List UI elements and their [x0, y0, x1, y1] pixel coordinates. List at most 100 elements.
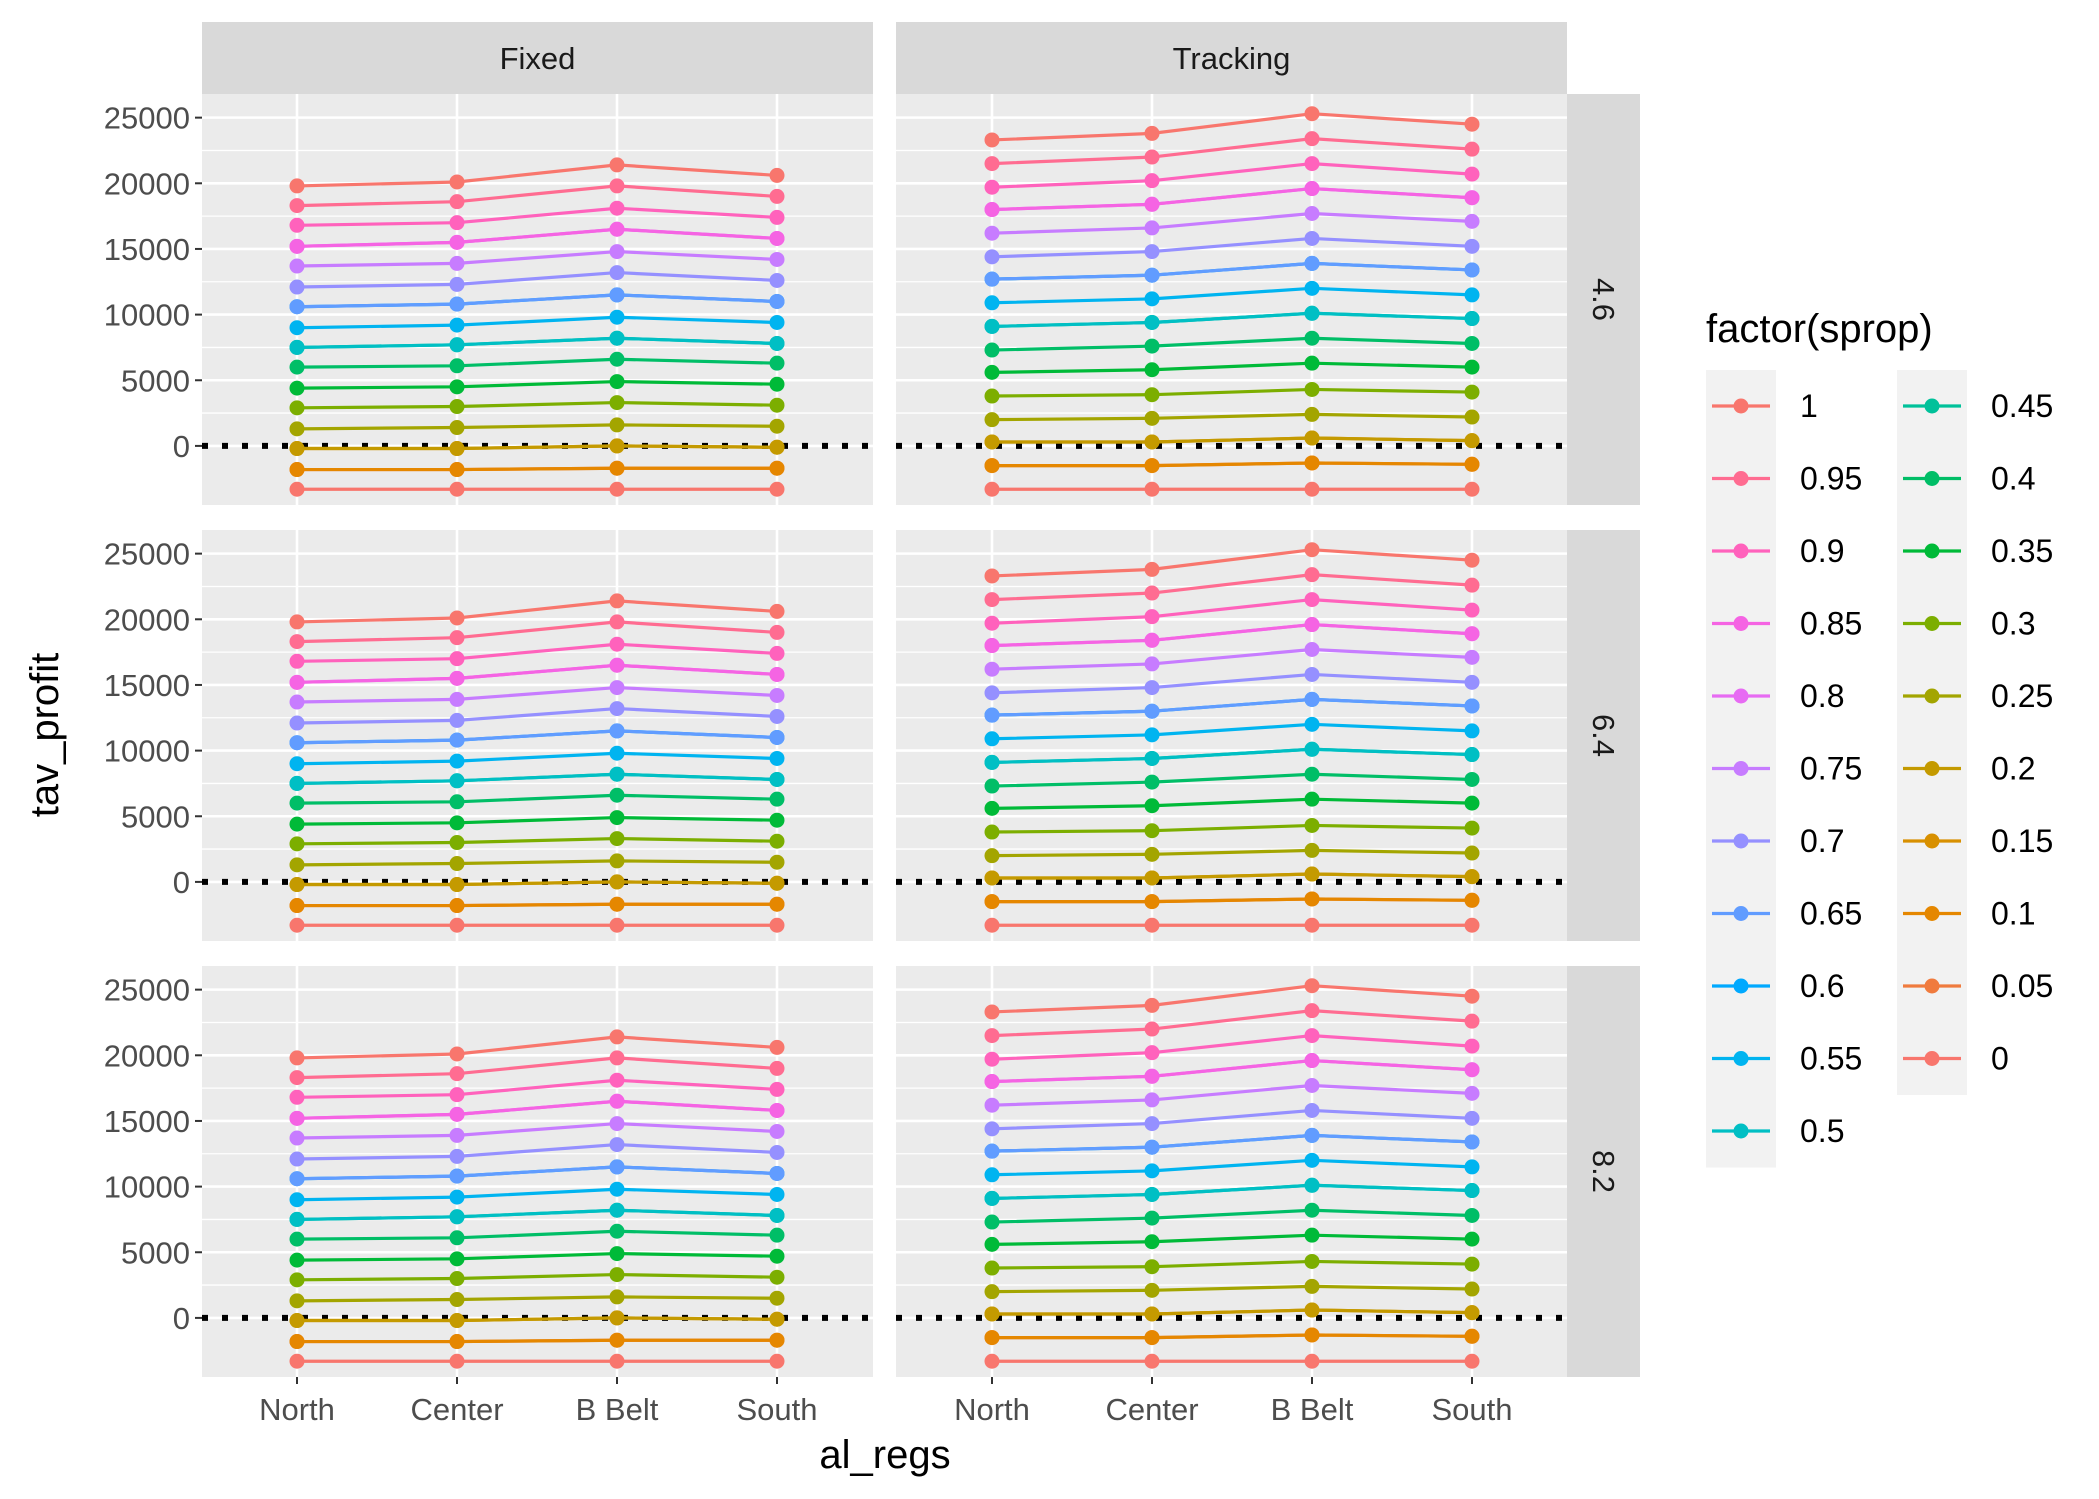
data-point	[449, 296, 465, 312]
data-point	[769, 645, 785, 661]
legend-label: 0.95	[1800, 461, 1862, 497]
legend-label: 0.2	[1991, 751, 2035, 787]
series-line	[991, 1009, 1473, 1038]
data-point	[289, 775, 305, 791]
data-point	[769, 1144, 785, 1160]
data-point	[984, 870, 1000, 886]
data-point	[609, 1072, 625, 1088]
data-point	[1464, 190, 1480, 206]
series-line	[991, 1233, 1473, 1246]
series-line	[296, 270, 778, 289]
data-point	[449, 1106, 465, 1122]
series-line	[296, 1208, 778, 1222]
data-point	[1304, 691, 1320, 707]
legend-key-point	[1733, 1123, 1749, 1139]
data-point	[609, 1029, 625, 1045]
series-line	[296, 1229, 778, 1241]
data-point	[769, 460, 785, 476]
data-point	[289, 320, 305, 336]
data-point	[1144, 680, 1160, 696]
data-point	[769, 230, 785, 246]
legend-key-point	[1733, 833, 1749, 849]
data-point	[289, 1130, 305, 1146]
series-line	[296, 227, 778, 248]
data-point	[1144, 196, 1160, 212]
series-line	[991, 984, 1473, 1014]
data-point	[984, 661, 1000, 677]
data-point	[1304, 567, 1320, 583]
data-point	[1144, 774, 1160, 790]
data-point	[984, 731, 1000, 747]
data-point	[289, 836, 305, 852]
data-point	[1464, 698, 1480, 714]
legend-label: 0.7	[1800, 823, 1844, 859]
data-point	[984, 458, 1000, 474]
legend-key-point	[1733, 471, 1749, 486]
series-line	[296, 772, 778, 786]
data-point	[769, 293, 785, 309]
facet-strip-row-label: 8.2	[1586, 1150, 1621, 1193]
data-point	[289, 1050, 305, 1066]
data-point	[769, 1248, 785, 1264]
data-point	[1144, 632, 1160, 648]
series-line	[991, 1133, 1473, 1153]
data-point	[1304, 305, 1320, 321]
legend-key-point	[1733, 1051, 1749, 1066]
facet-panel	[896, 94, 1567, 505]
data-point	[769, 209, 785, 225]
data-point	[1304, 156, 1320, 172]
data-point	[609, 593, 625, 609]
data-point	[984, 1143, 1000, 1159]
data-point	[609, 417, 625, 433]
data-point	[769, 624, 785, 640]
data-point	[1144, 1186, 1160, 1202]
data-point	[289, 898, 305, 914]
data-point	[1304, 1253, 1320, 1269]
data-point	[769, 875, 785, 891]
data-point	[984, 1051, 1000, 1067]
data-point	[1464, 1281, 1480, 1297]
legend-label: 0.85	[1800, 606, 1862, 642]
data-point	[1464, 359, 1480, 375]
data-point	[289, 1252, 305, 1268]
data-point	[984, 271, 1000, 287]
data-point	[984, 434, 1000, 450]
y-axis-title: tav_profit	[23, 653, 67, 818]
data-point	[769, 1207, 785, 1223]
data-point	[1304, 381, 1320, 397]
facet-strip-column	[202, 22, 873, 94]
y-tick-label: 5000	[121, 799, 190, 834]
data-point	[1464, 747, 1480, 763]
data-point	[1304, 406, 1320, 422]
legend-key-point	[1924, 688, 1940, 704]
series-line	[296, 663, 778, 684]
legend-label: 0.25	[1991, 678, 2053, 714]
legend-title: factor(sprop)	[1706, 307, 1933, 351]
data-point	[289, 1272, 305, 1288]
data-point	[1464, 311, 1480, 327]
series-line	[991, 236, 1473, 259]
data-point	[609, 831, 625, 847]
data-point	[1144, 458, 1160, 474]
data-point	[769, 687, 785, 703]
data-point	[769, 791, 785, 807]
data-point	[449, 1230, 465, 1246]
data-point	[609, 1246, 625, 1262]
data-point	[1464, 1353, 1480, 1369]
data-point	[1144, 585, 1160, 601]
data-point	[289, 1192, 305, 1208]
data-point	[769, 750, 785, 766]
data-point	[769, 1081, 785, 1097]
legend-key-point	[1733, 398, 1749, 414]
data-point	[1144, 173, 1160, 189]
data-point	[449, 670, 465, 686]
data-point	[769, 439, 785, 455]
data-point	[449, 877, 465, 893]
legend-key-point	[1733, 906, 1749, 921]
facet-panel	[202, 966, 873, 1377]
data-point	[1464, 1231, 1480, 1247]
data-point	[1304, 255, 1320, 271]
data-point	[1144, 1234, 1160, 1250]
data-point	[289, 359, 305, 375]
data-point	[1464, 409, 1480, 425]
